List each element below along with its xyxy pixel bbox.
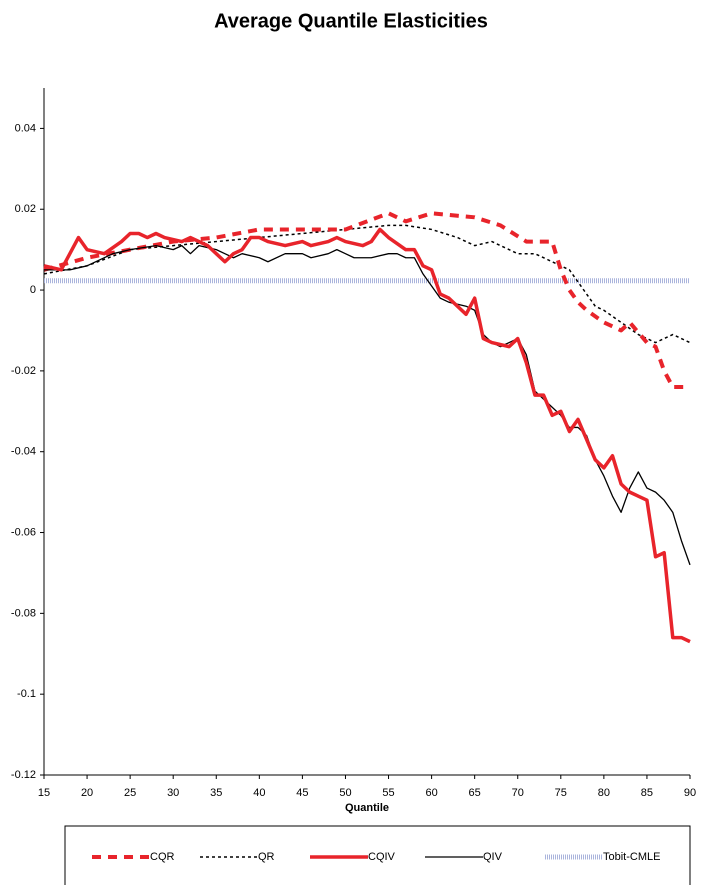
x-tick-label: 20 [81,787,93,799]
line-series [44,244,691,566]
y-tick-label: 0.04 [15,122,36,134]
legend-label: QIV [483,851,503,863]
x-tick-label: 30 [167,787,179,799]
x-tick-label: 70 [512,787,524,799]
x-tick-label: 65 [469,787,481,799]
line-series [43,224,691,344]
y-tick-label: -0.06 [11,526,36,538]
y-tick-label: -0.04 [11,446,36,458]
legend-label: CQR [150,851,175,863]
x-tick-label: 90 [684,787,696,799]
y-tick-label: 0.02 [15,203,36,215]
x-tick-label: 25 [124,787,136,799]
x-tick-label: 80 [598,787,610,799]
y-tick-label: 0 [30,284,36,296]
x-tick-label: 15 [38,787,50,799]
y-tick-label: -0.12 [11,769,36,781]
line-series [43,227,691,644]
legend-label: Tobit-CMLE [603,851,660,863]
x-tick-label: 35 [210,787,222,799]
x-tick-label: 40 [253,787,265,799]
y-tick-label: -0.02 [11,365,36,377]
y-tick-label: -0.08 [11,607,36,619]
x-tick-label: 50 [339,787,351,799]
x-tick-label: 75 [555,787,567,799]
y-tick-label: -0.1 [17,688,36,700]
x-tick-label: 55 [382,787,394,799]
x-tick-label: 85 [641,787,653,799]
line-series [43,211,690,390]
legend-label: CQIV [368,851,396,863]
x-tick-label: 45 [296,787,308,799]
chart-title: Average Quantile Elasticities [214,10,488,32]
legend-label: QR [258,851,275,863]
x-tick-label: 60 [425,787,437,799]
x-axis-label: Quantile [345,802,389,814]
legend-box [64,825,691,885]
